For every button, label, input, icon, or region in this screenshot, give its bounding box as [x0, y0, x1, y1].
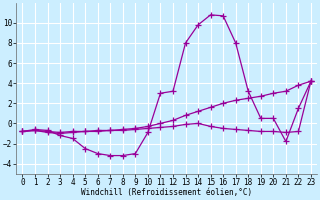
X-axis label: Windchill (Refroidissement éolien,°C): Windchill (Refroidissement éolien,°C) [81, 188, 252, 197]
